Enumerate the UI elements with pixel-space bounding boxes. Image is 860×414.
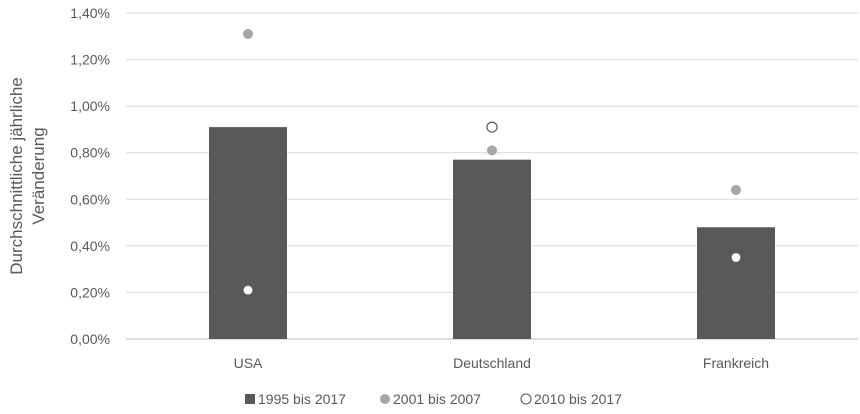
bar-deutschland: [453, 159, 531, 339]
legend-item: 2010 bis 2017: [520, 391, 622, 407]
y-tick-label: 0,00%: [70, 331, 110, 347]
marker-hollow-circle-frankreich: [730, 251, 742, 264]
marker-filled-circle-deutschland: [487, 145, 497, 156]
legend-label: 2010 bis 2017: [534, 391, 622, 407]
marker-filled-circle-usa: [243, 28, 253, 39]
bar-usa: [209, 127, 287, 339]
y-tick-label: 0,20%: [70, 284, 110, 300]
legend-swatch-circle: [520, 393, 532, 405]
bar-frankreich: [697, 227, 775, 339]
legend-label: 2001 bis 2007: [393, 391, 481, 407]
y-tick-label: 0,40%: [70, 238, 110, 254]
x-tick-label: Deutschland: [453, 355, 531, 371]
legend: 1995 bis 2017 2001 bis 2007 2010 bis 2017: [245, 391, 622, 407]
y-axis-title-line: Veränderung: [29, 127, 48, 224]
legend-swatch-circle: [380, 394, 390, 404]
x-tick-label: USA: [234, 355, 263, 371]
legend-swatch-square: [245, 394, 255, 404]
legend-item: 1995 bis 2017: [245, 391, 346, 407]
y-tick-label: 0,80%: [70, 145, 110, 161]
marker-filled-circle-frankreich: [731, 184, 741, 195]
marker-hollow-circle-usa: [242, 284, 254, 296]
marker-hollow-circle-deutschland: [486, 121, 498, 133]
legend-label: 1995 bis 2017: [258, 391, 346, 407]
y-tick-label: 0,60%: [70, 191, 110, 207]
marker-layer: [242, 28, 742, 296]
y-axis-title: Durchschnittliche jährliche Veränderung: [7, 77, 48, 274]
x-tick-label: Frankreich: [703, 355, 769, 371]
legend-item: 2001 bis 2007: [380, 391, 481, 407]
y-axis-title-line: Durchschnittliche jährliche: [7, 77, 26, 274]
x-axis-ticks: USA Deutschland Frankreich: [234, 355, 769, 371]
y-tick-label: 1,40%: [70, 5, 110, 21]
y-tick-label: 1,20%: [70, 52, 110, 68]
bar-layer: [209, 127, 775, 339]
y-tick-label: 1,00%: [70, 98, 110, 114]
y-axis-ticks: 0,00% 0,20% 0,40% 0,60% 0,80% 1,00% 1,20% 1,40%: [70, 5, 110, 347]
